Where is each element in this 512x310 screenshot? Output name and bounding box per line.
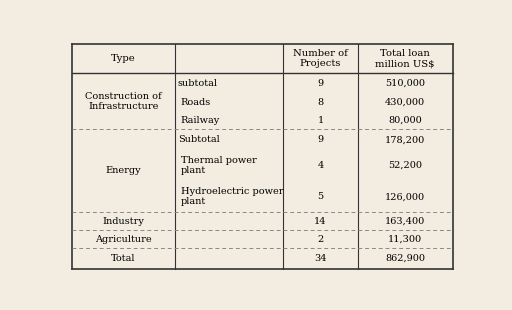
Text: Roads: Roads xyxy=(181,98,211,107)
Text: 1: 1 xyxy=(317,116,324,125)
Text: Total: Total xyxy=(111,254,136,263)
Text: Railway: Railway xyxy=(181,116,220,125)
Text: 80,000: 80,000 xyxy=(389,116,422,125)
Text: 2: 2 xyxy=(317,235,324,244)
Text: 862,900: 862,900 xyxy=(385,254,425,263)
Text: Energy: Energy xyxy=(105,166,141,175)
Text: 163,400: 163,400 xyxy=(385,217,425,226)
Text: 8: 8 xyxy=(317,98,324,107)
Text: 178,200: 178,200 xyxy=(385,135,425,144)
Text: Agriculture: Agriculture xyxy=(95,235,152,244)
Text: 34: 34 xyxy=(314,254,327,263)
Text: 52,200: 52,200 xyxy=(388,161,422,170)
Text: Type: Type xyxy=(111,54,136,63)
Text: Total loan
million US$: Total loan million US$ xyxy=(375,49,435,69)
Text: 510,000: 510,000 xyxy=(385,79,425,88)
Text: Hydroelectric power
plant: Hydroelectric power plant xyxy=(181,187,283,206)
Text: 5: 5 xyxy=(317,192,324,201)
Text: 430,000: 430,000 xyxy=(385,98,425,107)
Text: 11,300: 11,300 xyxy=(388,235,422,244)
Text: Thermal power
plant: Thermal power plant xyxy=(181,156,257,175)
Text: 9: 9 xyxy=(317,135,324,144)
Text: 4: 4 xyxy=(317,161,324,170)
Text: Industry: Industry xyxy=(102,217,144,226)
Text: 14: 14 xyxy=(314,217,327,226)
Text: subtotal: subtotal xyxy=(178,79,218,88)
Text: Construction of
Infrastructure: Construction of Infrastructure xyxy=(85,91,162,111)
Text: Number of
Projects: Number of Projects xyxy=(293,49,348,69)
Text: 9: 9 xyxy=(317,79,324,88)
Text: Subtotal: Subtotal xyxy=(178,135,220,144)
Text: 126,000: 126,000 xyxy=(385,192,425,201)
